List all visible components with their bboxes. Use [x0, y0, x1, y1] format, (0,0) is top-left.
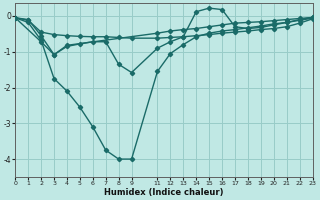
- X-axis label: Humidex (Indice chaleur): Humidex (Indice chaleur): [104, 188, 224, 197]
